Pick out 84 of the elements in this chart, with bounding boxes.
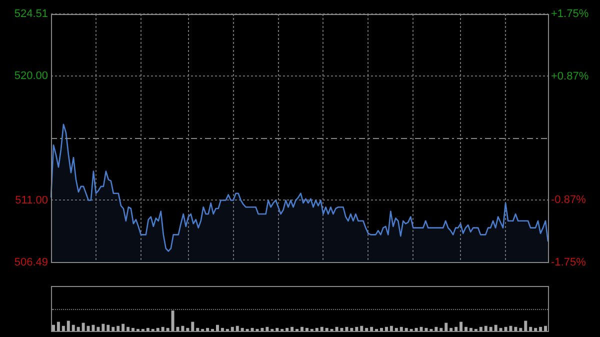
bar (345, 326, 348, 331)
bar (116, 326, 120, 331)
bar (240, 328, 244, 331)
y2-tick-label: +0.87% (551, 70, 589, 82)
bar (156, 328, 160, 331)
bar (112, 326, 115, 331)
bar (236, 326, 239, 331)
bar (509, 326, 512, 331)
bar (400, 326, 403, 331)
bar (276, 328, 279, 331)
bar (370, 326, 374, 331)
bar (96, 326, 100, 331)
bar (380, 328, 383, 331)
bar (529, 326, 532, 331)
bar (494, 324, 498, 331)
bar (394, 328, 398, 331)
bar (544, 326, 548, 331)
bar (62, 326, 65, 331)
bar (539, 326, 542, 331)
bar (519, 328, 522, 331)
bar (484, 326, 488, 331)
bar (102, 324, 105, 331)
bar (181, 326, 184, 331)
bar (350, 328, 354, 331)
bar (191, 322, 194, 331)
bar (384, 326, 388, 331)
bar (186, 328, 190, 331)
bar (464, 326, 468, 331)
bar (514, 326, 518, 331)
bar (220, 328, 224, 331)
bar (216, 324, 219, 331)
bar (266, 326, 269, 331)
bar (82, 322, 85, 331)
bar (290, 326, 294, 331)
bar (66, 320, 70, 331)
bar (86, 326, 90, 331)
bar (390, 326, 393, 331)
bar (524, 320, 528, 331)
bar (499, 328, 502, 331)
bar (146, 328, 150, 331)
bar (72, 324, 75, 331)
bar (305, 328, 308, 331)
bar (444, 322, 448, 331)
y-tick-label: 506.49 (14, 256, 48, 268)
bar (260, 328, 264, 331)
bar (534, 328, 538, 331)
bar (434, 326, 438, 331)
bar (460, 322, 463, 331)
y-tick-label: 511.00 (15, 194, 48, 206)
bar (454, 326, 458, 331)
bar (355, 326, 358, 331)
bar (166, 328, 170, 331)
bar (360, 326, 364, 331)
bar (315, 328, 318, 331)
y2-tick-label: +1.75% (551, 8, 589, 20)
bar (300, 326, 304, 331)
bar (196, 328, 200, 331)
y-tick-label: 524.51 (14, 8, 48, 20)
bar (126, 326, 130, 331)
bar (161, 326, 164, 331)
bar (206, 328, 210, 331)
bar (286, 328, 289, 331)
bar (450, 328, 453, 331)
y2-tick-label: -1.75% (551, 256, 586, 268)
bar (56, 322, 60, 331)
bar (132, 328, 134, 331)
bar (230, 326, 234, 331)
bar (122, 324, 125, 331)
bar (106, 324, 110, 331)
bar (365, 328, 368, 331)
bar (320, 326, 324, 331)
bar (76, 326, 80, 331)
bar (469, 328, 472, 331)
bar (479, 326, 482, 331)
bar (414, 328, 418, 331)
bar (325, 328, 328, 331)
bar (335, 326, 338, 331)
y-tick-label: 520.00 (14, 70, 48, 82)
y2-tick-label: -0.87% (551, 194, 586, 206)
bar (52, 324, 55, 331)
bar (250, 328, 254, 331)
bar (489, 326, 492, 331)
bar (404, 328, 408, 331)
bar (440, 328, 443, 331)
